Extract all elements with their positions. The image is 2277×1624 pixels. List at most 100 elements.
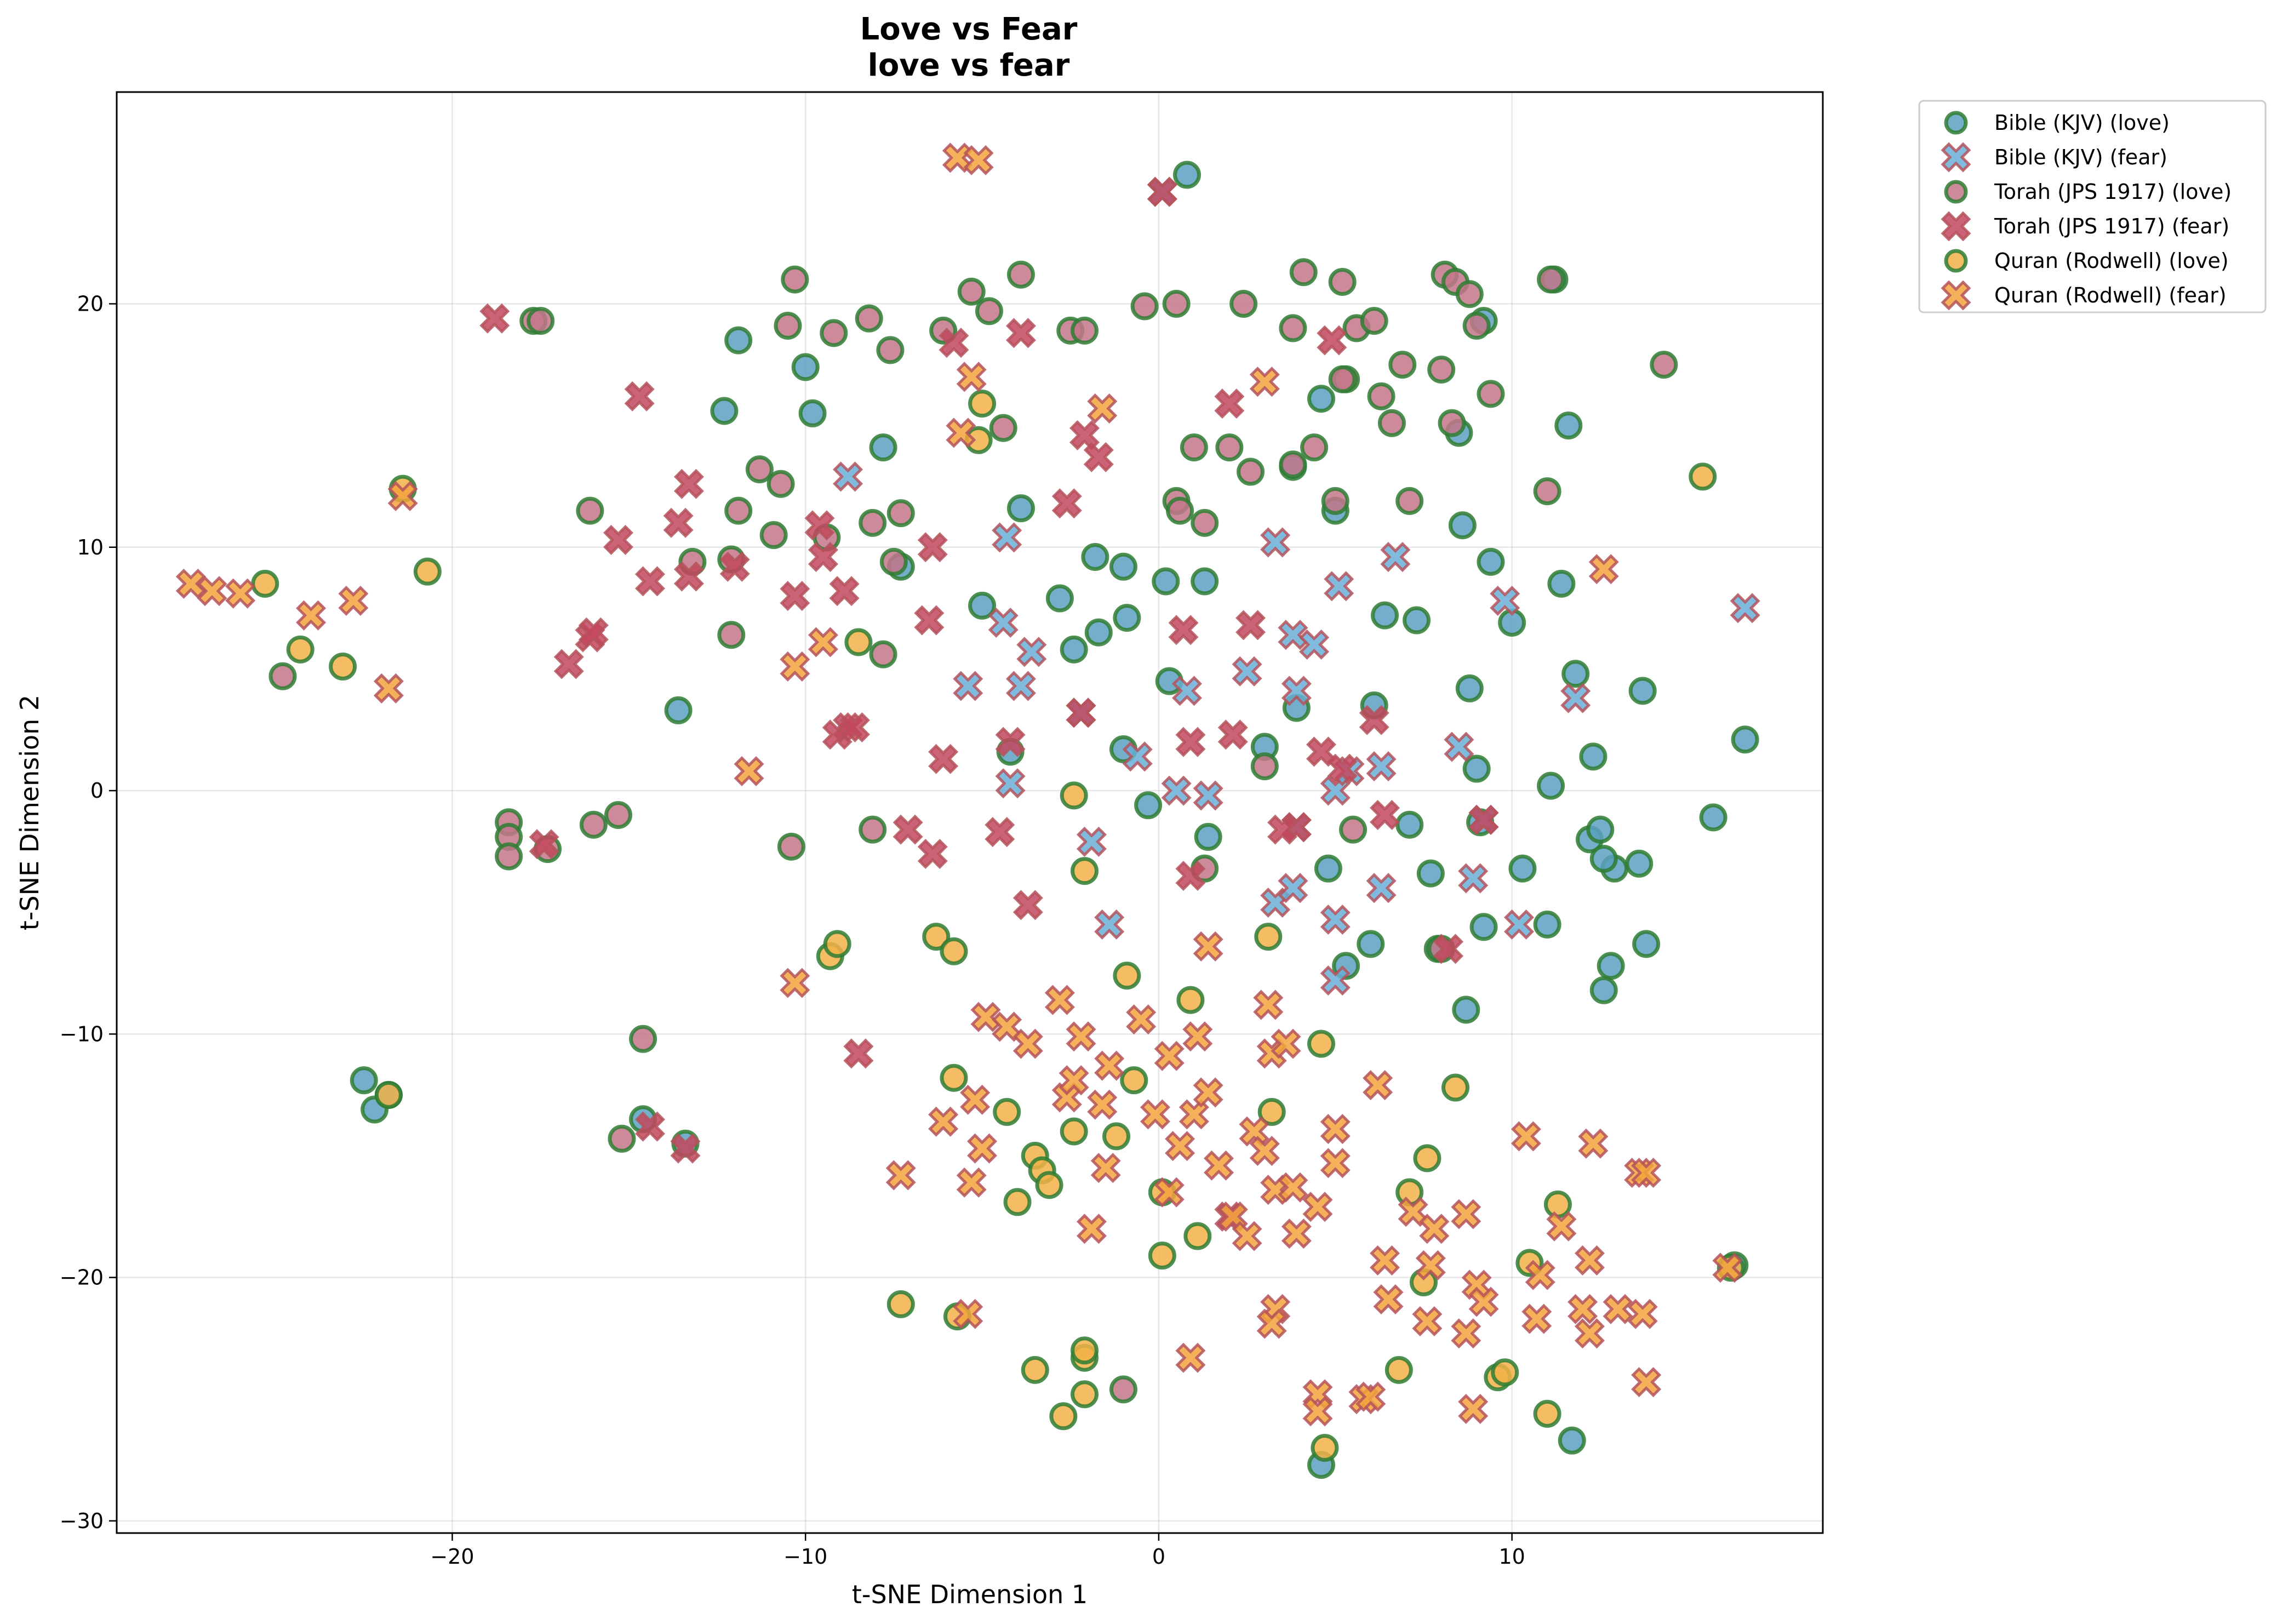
legend-label: Quran (Rodwell) (fear) <box>1994 283 2227 307</box>
data-point <box>1574 1318 1605 1349</box>
data-point <box>1699 803 1727 832</box>
data-point <box>869 433 897 462</box>
data-point <box>1109 552 1137 581</box>
data-point <box>286 635 314 664</box>
data-point <box>953 1299 983 1329</box>
data-point <box>1579 742 1607 771</box>
data-point <box>1147 176 1177 207</box>
y-tick-label: 0 <box>90 779 104 803</box>
data-point <box>603 524 634 555</box>
data-point <box>1307 385 1335 413</box>
data-point <box>1412 1306 1443 1337</box>
data-point <box>1005 671 1037 701</box>
data-point <box>1168 615 1199 645</box>
legend-marker <box>1944 111 1968 135</box>
data-point <box>1455 280 1484 308</box>
data-point <box>1260 527 1291 558</box>
data-point <box>995 768 1026 799</box>
data-point <box>1363 1070 1393 1101</box>
data-point <box>1533 477 1561 506</box>
data-point <box>527 307 555 335</box>
data-point <box>855 304 883 333</box>
data-point <box>624 381 655 411</box>
series-3 <box>479 176 1499 1232</box>
data-point <box>1193 931 1223 962</box>
data-point <box>1628 677 1657 705</box>
data-point <box>869 640 897 668</box>
data-point <box>1045 584 1074 613</box>
data-point <box>1320 1113 1351 1145</box>
data-point <box>1631 1157 1662 1188</box>
data-point <box>1279 314 1307 342</box>
data-point <box>1279 450 1307 479</box>
data-point <box>1370 799 1400 830</box>
data-point <box>1087 393 1118 424</box>
data-point <box>1250 752 1279 781</box>
data-point <box>844 628 873 656</box>
data-point <box>1006 494 1035 523</box>
data-point <box>777 832 805 861</box>
data-point <box>1367 382 1395 410</box>
data-point <box>578 617 609 648</box>
data-point <box>553 649 584 679</box>
data-point <box>859 815 887 844</box>
legend-marker <box>1941 280 1971 311</box>
data-point <box>774 311 802 340</box>
data-point <box>629 1025 657 1053</box>
data-point <box>1567 1294 1598 1324</box>
data-point <box>373 673 404 704</box>
data-point <box>1130 292 1159 321</box>
data-point <box>989 414 1017 442</box>
data-point <box>1543 1190 1572 1219</box>
data-point <box>939 328 969 358</box>
data-point <box>387 481 418 512</box>
data-point <box>1458 1393 1489 1424</box>
data-point <box>1371 601 1399 630</box>
data-point <box>1712 1253 1743 1283</box>
data-point <box>1154 1177 1185 1208</box>
data-point <box>1126 1004 1157 1035</box>
data-point <box>1730 593 1760 624</box>
data-point <box>1232 656 1262 687</box>
data-point <box>1370 1245 1400 1276</box>
x-tick-label: −10 <box>783 1545 827 1569</box>
data-point <box>1451 1318 1481 1349</box>
data-point <box>780 581 810 611</box>
data-point <box>1215 433 1244 462</box>
data-point <box>759 521 788 550</box>
data-point <box>1113 962 1141 990</box>
data-point <box>1455 674 1484 702</box>
data-point <box>1441 1073 1469 1102</box>
data-point <box>993 1097 1021 1126</box>
data-point <box>1166 496 1194 525</box>
data-point <box>576 496 604 525</box>
data-point <box>988 607 1019 638</box>
data-point <box>197 576 227 607</box>
y-axis-label: t-SNE Dimension 2 <box>15 695 44 930</box>
data-point <box>1066 1021 1096 1052</box>
data-point <box>717 621 746 649</box>
data-point <box>1203 1150 1234 1181</box>
data-point <box>1314 854 1342 883</box>
data-point <box>766 470 795 498</box>
data-point <box>839 712 871 743</box>
data-point <box>1254 923 1283 951</box>
data-point <box>1109 1375 1137 1404</box>
data-point <box>1267 814 1298 845</box>
data-point <box>1016 637 1047 667</box>
data-point <box>719 551 750 582</box>
data-point <box>963 145 994 175</box>
data-point <box>634 566 666 597</box>
legend-label: Torah (JPS 1917) (love) <box>1994 180 2232 204</box>
data-point <box>670 1133 701 1164</box>
data-point <box>1511 1121 1541 1152</box>
data-point <box>1035 1171 1063 1199</box>
data-point <box>1102 1122 1131 1151</box>
data-point <box>1051 488 1082 519</box>
data-point <box>1451 1199 1481 1230</box>
data-point <box>1403 606 1431 634</box>
data-point <box>1253 990 1284 1020</box>
data-point <box>1468 1286 1499 1317</box>
y-tick-label: 10 <box>77 535 104 559</box>
data-point <box>1339 815 1368 844</box>
